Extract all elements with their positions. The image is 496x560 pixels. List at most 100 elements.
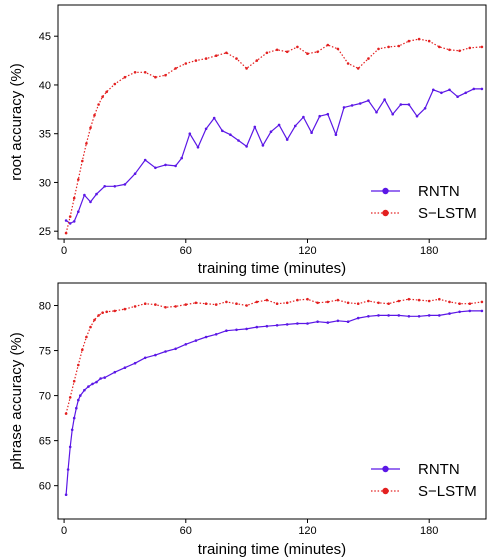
data-point-rntn	[99, 377, 102, 380]
data-point-slstm	[72, 379, 76, 383]
data-point-slstm	[316, 50, 319, 54]
data-point-slstm	[101, 311, 104, 315]
data-point-rntn	[456, 95, 459, 98]
data-point-slstm	[480, 300, 484, 304]
data-point-slstm	[458, 302, 461, 306]
data-point-slstm	[306, 297, 309, 301]
data-point-rntn	[326, 321, 330, 324]
legend-label-rntn: RNTN	[418, 183, 460, 200]
data-point-rntn	[66, 468, 70, 471]
legend-label-slstm: S−LSTM	[418, 483, 477, 500]
y-tick-label: 75	[39, 346, 51, 358]
data-point-rntn	[154, 166, 157, 170]
y-tick-label: 25	[39, 226, 51, 238]
data-point-rntn	[113, 185, 117, 188]
x-axis-title: training time (minutes)	[198, 541, 346, 558]
data-point-slstm	[438, 297, 441, 301]
data-point-rntn	[407, 103, 411, 106]
data-point-rntn	[318, 114, 322, 118]
data-point-slstm	[356, 302, 360, 306]
data-point-slstm	[174, 67, 177, 70]
data-point-rntn	[356, 316, 360, 320]
data-point-rntn	[440, 91, 443, 95]
data-point-slstm	[214, 54, 218, 57]
data-point-rntn	[194, 339, 198, 342]
data-point-rntn	[214, 333, 218, 336]
data-point-slstm	[89, 126, 92, 130]
data-point-slstm	[285, 50, 289, 54]
data-point-slstm	[81, 348, 84, 352]
axis-ticks: 0 60 120 180 25 30 35 40 45	[39, 31, 439, 257]
data-point-rntn	[143, 158, 147, 162]
y-tick-label: 80	[39, 301, 51, 313]
data-point-rntn	[480, 87, 484, 91]
data-point-rntn	[70, 428, 74, 432]
data-point-slstm	[438, 45, 441, 49]
data-point-slstm	[448, 300, 451, 304]
data-point-rntn	[154, 353, 157, 357]
data-point-slstm	[296, 45, 299, 49]
data-point-slstm	[105, 310, 108, 314]
x-tick-label: 180	[420, 245, 438, 257]
data-point-rntn	[375, 110, 378, 114]
data-point-rntn	[415, 114, 419, 118]
data-point-slstm	[417, 298, 421, 302]
y-tick-label: 35	[39, 129, 51, 141]
y-tick-label: 45	[39, 31, 51, 43]
data-point-slstm	[296, 298, 299, 302]
data-point-rntn	[164, 350, 167, 353]
data-point-rntn	[255, 325, 259, 329]
series-line-rntn	[65, 88, 482, 224]
data-point-slstm	[225, 300, 228, 304]
data-point-rntn	[225, 329, 228, 333]
data-point-rntn	[91, 382, 94, 386]
data-point-rntn	[133, 172, 137, 175]
data-point-slstm	[113, 82, 117, 86]
data-point-slstm	[93, 113, 96, 117]
data-point-rntn	[285, 323, 289, 326]
y-tick-label: 65	[39, 436, 51, 448]
data-point-rntn	[143, 356, 147, 360]
data-point-rntn	[397, 314, 401, 317]
data-point-slstm	[235, 57, 238, 60]
data-point-slstm	[154, 303, 157, 306]
data-point-rntn	[342, 106, 346, 109]
data-point-rntn	[95, 192, 98, 196]
data-point-rntn	[103, 376, 106, 379]
data-point-slstm	[97, 314, 100, 317]
data-point-slstm	[245, 67, 248, 70]
data-point-slstm	[480, 45, 484, 49]
data-point-slstm	[81, 159, 84, 163]
data-point-rntn	[174, 164, 177, 168]
data-point-rntn	[83, 193, 86, 197]
legend-entry-rntn: RNTN	[371, 461, 460, 478]
data-point-slstm	[367, 57, 370, 60]
y-tick-label: 70	[39, 391, 51, 403]
data-point-slstm	[397, 44, 401, 48]
data-point-rntn	[302, 115, 305, 119]
data-point-slstm	[85, 142, 88, 145]
data-point-slstm	[377, 47, 380, 51]
data-point-slstm	[143, 302, 147, 306]
phrase-accuracy-chart: 0 60 120 180 60 65 70 75 80 training time (minut…	[8, 282, 487, 558]
data-point-slstm	[265, 298, 269, 302]
data-point-rntn	[468, 309, 472, 313]
data-point-slstm	[101, 95, 104, 98]
legend-entry-rntn: RNTN	[371, 183, 460, 200]
x-tick-label: 60	[180, 525, 192, 537]
data-point-slstm	[336, 298, 340, 302]
legend-marker-slstm	[382, 487, 389, 495]
plot-frame	[57, 282, 487, 520]
x-tick-label: 0	[61, 245, 67, 257]
x-tick-label: 60	[180, 245, 192, 257]
data-point-slstm	[214, 303, 218, 306]
data-point-rntn	[448, 88, 451, 92]
series-slstm	[64, 37, 484, 235]
x-tick-label: 180	[420, 525, 438, 537]
data-point-rntn	[310, 131, 313, 134]
legend-label-rntn: RNTN	[418, 461, 460, 478]
data-point-slstm	[377, 301, 380, 305]
data-point-slstm	[316, 301, 319, 305]
data-point-slstm	[194, 301, 198, 305]
data-point-rntn	[204, 335, 208, 339]
